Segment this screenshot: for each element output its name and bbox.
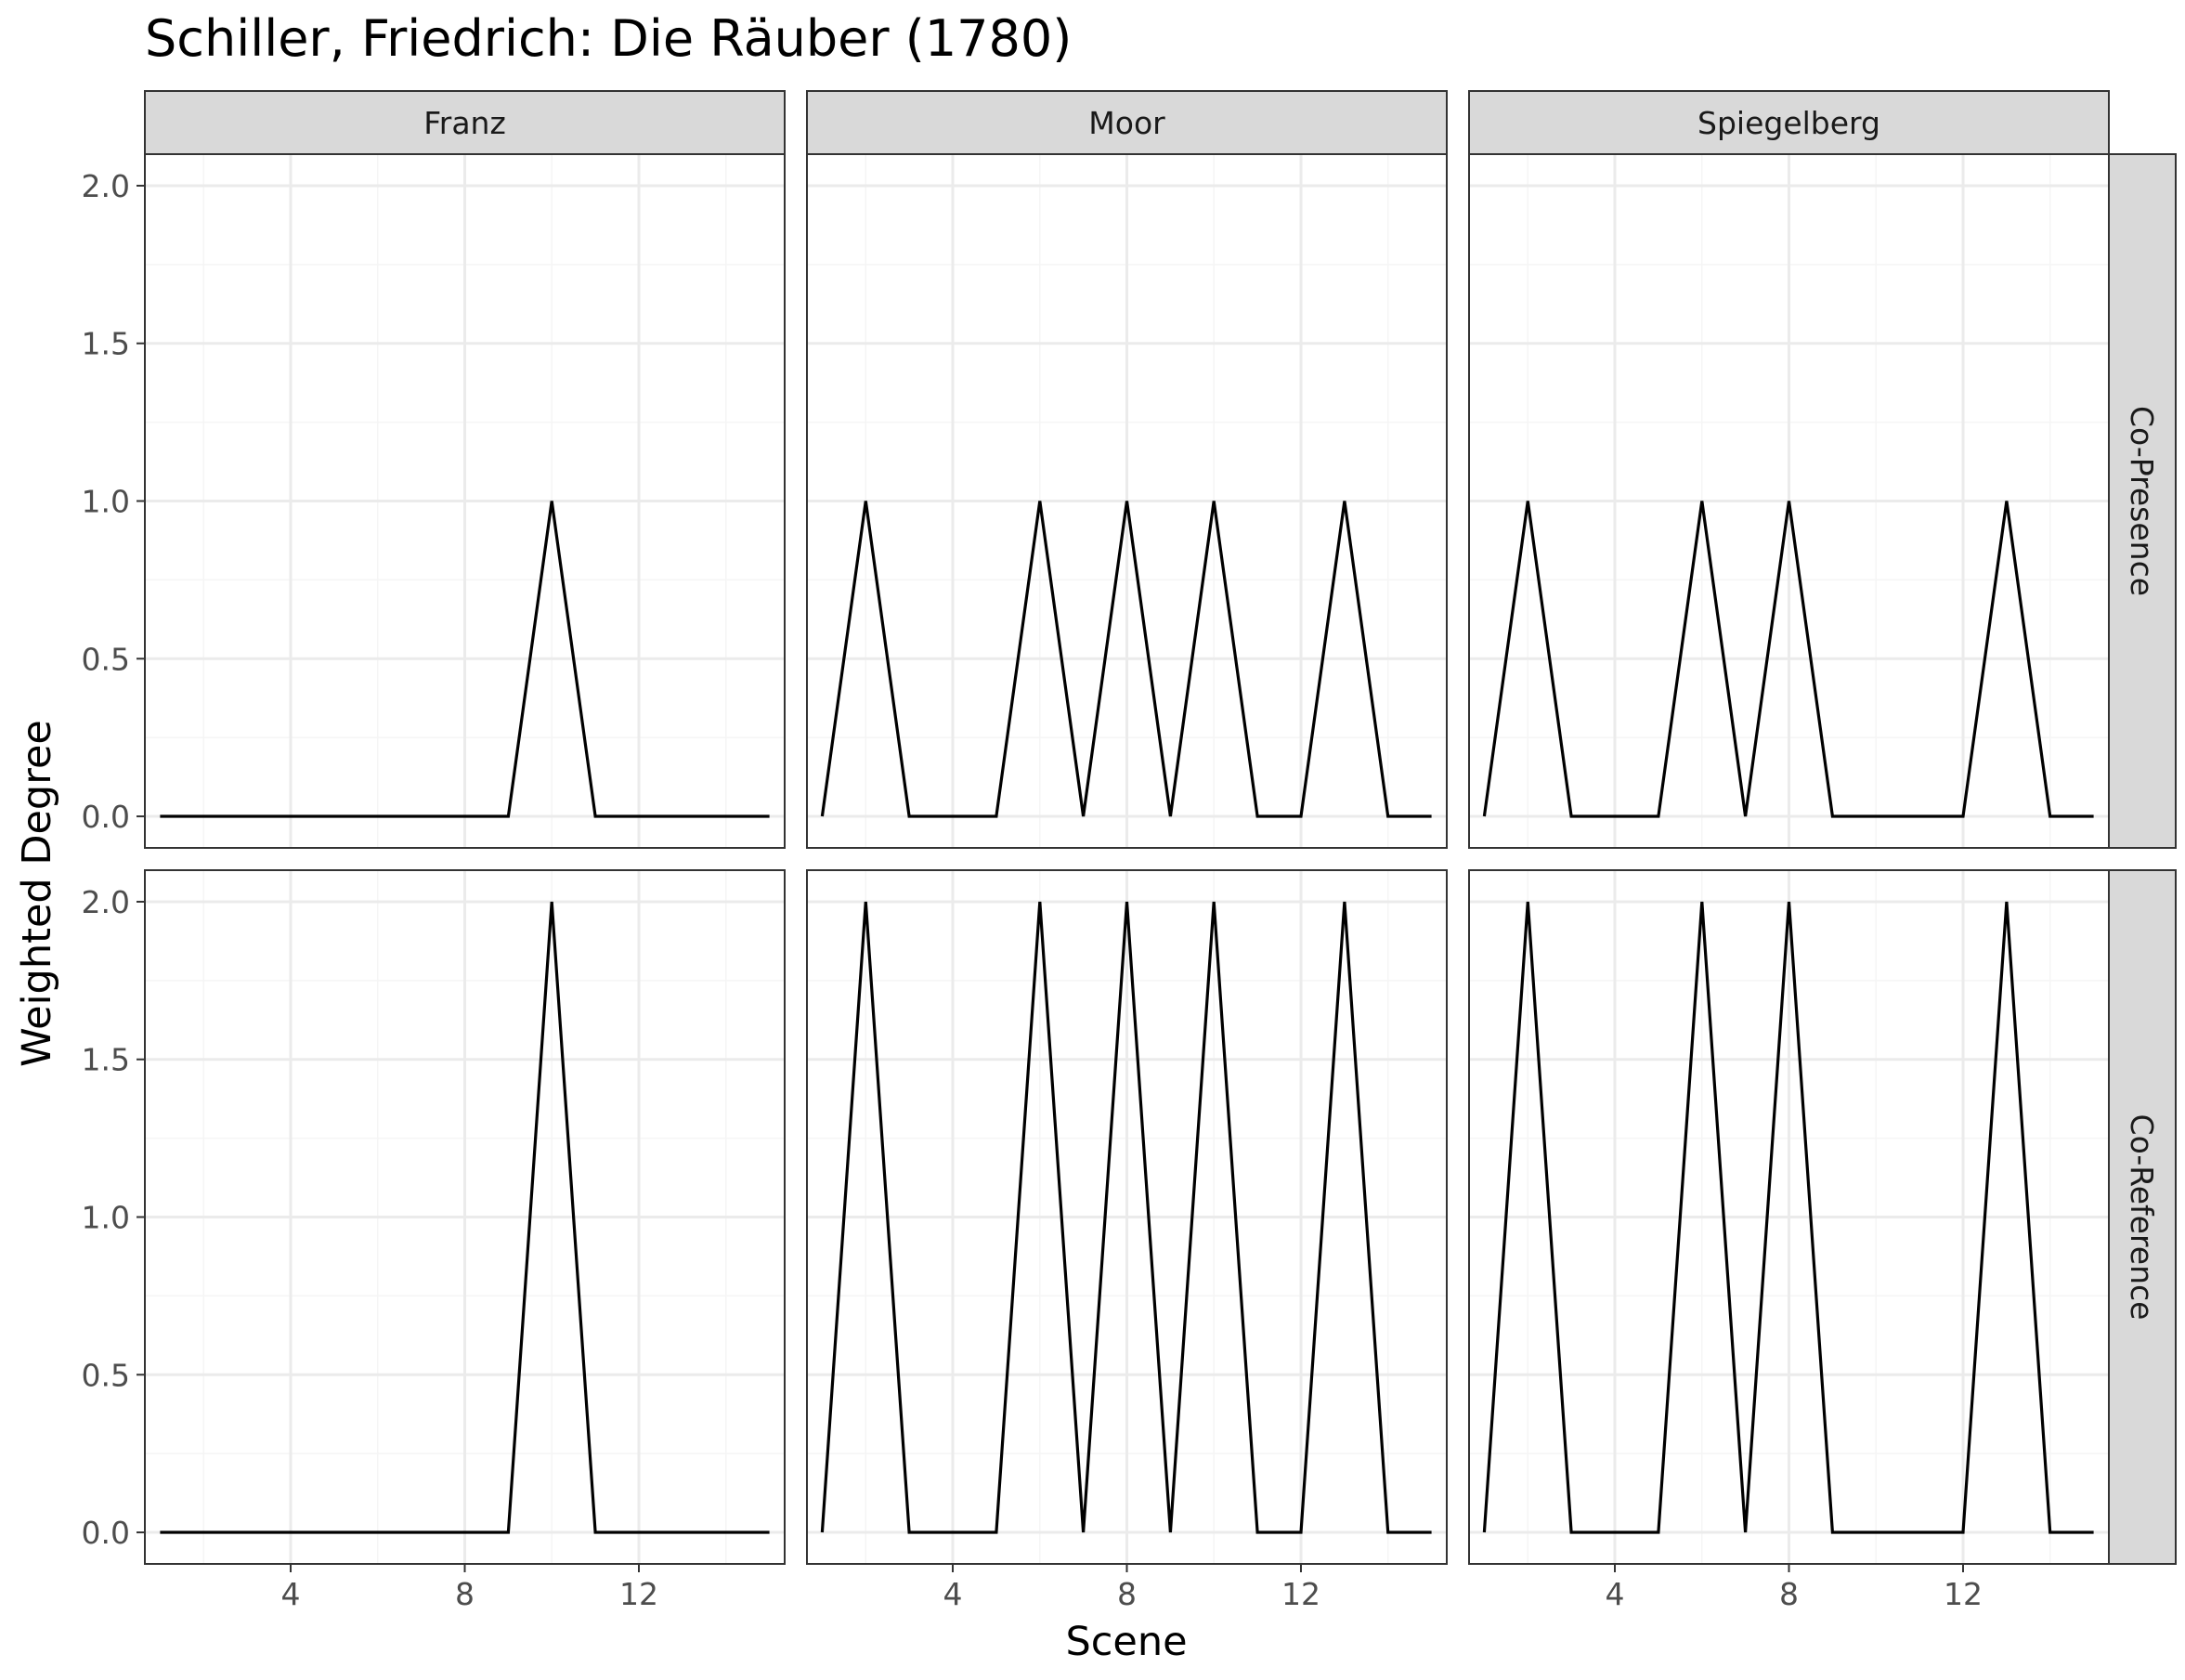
- facet-label-franz: Franz: [423, 105, 506, 141]
- facet-label-moor: Moor: [1088, 105, 1165, 141]
- y-tick-label: 1.0: [82, 484, 130, 520]
- y-tick-label: 0.5: [82, 1357, 130, 1393]
- x-tick-label: 4: [281, 1576, 301, 1612]
- series-line: [820, 501, 1432, 818]
- x-axis-title: Scene: [1065, 1619, 1187, 1665]
- facet-label-spiegelberg: Spiegelberg: [1697, 105, 1880, 141]
- x-tick-label: 8: [1117, 1576, 1137, 1612]
- x-tick-label: 12: [1281, 1576, 1320, 1612]
- panel-co-reference-spiegelberg: 4 8 12: [1468, 869, 2110, 1612]
- y-tick-label: 0.0: [82, 1515, 130, 1551]
- y-tick-label: 2.0: [82, 168, 130, 204]
- y-axis-title: Weighted Degree: [14, 720, 60, 1067]
- y-tick-label: 2.0: [82, 884, 130, 920]
- facet-strip-top: [1468, 90, 2110, 155]
- panels-layer: Franz Moor Spiegelberg Co-Presence Co-Refere…: [82, 90, 2177, 1612]
- x-tick-label: 12: [1944, 1576, 1983, 1612]
- facet-strip-top: [806, 90, 1448, 155]
- facet-label-co-reference: Co-Reference: [2124, 1114, 2160, 1321]
- facet-strip-top: [144, 90, 786, 155]
- panel-co-presence-franz: 0.0 0.5 1.0 1.5 2.0: [82, 153, 786, 849]
- panel-border: [1468, 153, 2110, 849]
- facet-strip-right: [2108, 153, 2177, 849]
- x-tick-label: 8: [1779, 1576, 1799, 1612]
- panel-co-reference-franz: 0.0 0.5 1.0 1.5 2.0 4 8 12: [82, 869, 786, 1612]
- x-tick-label: 4: [943, 1576, 963, 1612]
- y-tick-label: 0.5: [82, 641, 130, 677]
- y-tick-label: 1.0: [82, 1200, 130, 1236]
- facet-label-co-presence: Co-Presence: [2124, 406, 2160, 596]
- y-tick-label: 1.5: [82, 326, 130, 362]
- panel-co-reference-moor: 4 8 12: [806, 869, 1448, 1612]
- x-tick-label: 4: [1606, 1576, 1625, 1612]
- series-line: [820, 901, 1432, 1534]
- y-tick-label: 1.5: [82, 1042, 130, 1078]
- facet-strip-right: [2108, 869, 2177, 1565]
- chart-title: Schiller, Friedrich: Die Räuber (1780): [145, 9, 1072, 68]
- y-tick-label: 0.0: [82, 799, 130, 835]
- series-line: [160, 501, 770, 818]
- x-tick-label: 12: [619, 1576, 658, 1612]
- panel-border: [806, 153, 1448, 849]
- x-tick-label: 8: [455, 1576, 475, 1612]
- panel-co-presence-spiegelberg: [1468, 153, 2110, 849]
- series-line: [1482, 901, 2094, 1534]
- series-line: [1482, 501, 2094, 818]
- panel-co-presence-moor: [806, 153, 1448, 849]
- series-line: [160, 901, 770, 1534]
